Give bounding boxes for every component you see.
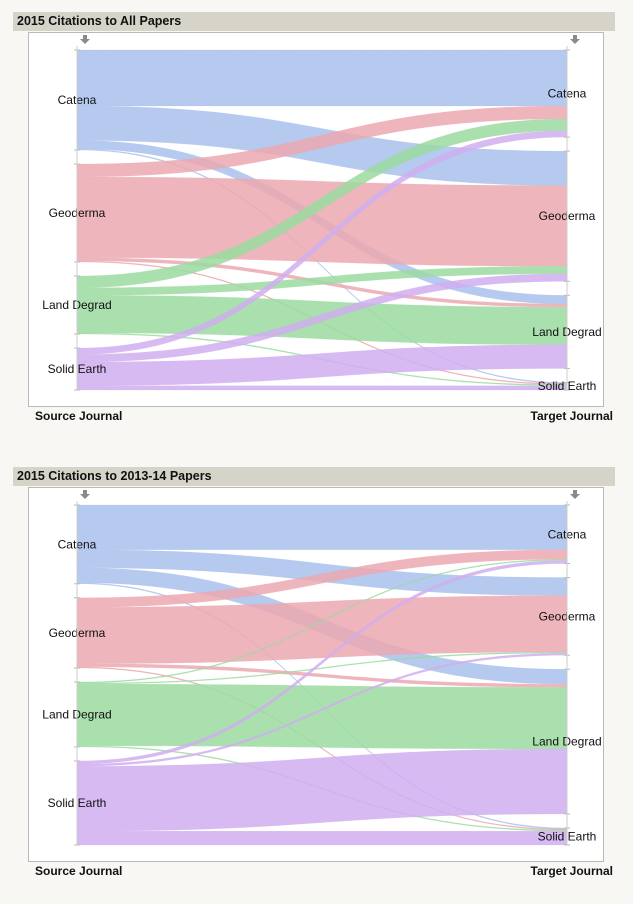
links-group: Catena → Catena: 42Catena → Geoderma: 17… bbox=[76, 504, 568, 846]
chart-panel-2013-14-papers: 2015 Citations to 2013-14 Papers Catena … bbox=[13, 467, 615, 904]
chart-area: Catena → Catena: 52Catena → Geoderma: 32… bbox=[13, 31, 615, 449]
links-group: Catena → Catena: 52Catena → Geoderma: 32… bbox=[76, 49, 568, 391]
link-solid-earth-to-solid-earth: Solid Earth → Solid Earth: 4 bbox=[76, 385, 568, 391]
down-arrow-icon[interactable] bbox=[570, 490, 580, 499]
sankey-chart: Catena → Catena: 52Catena → Geoderma: 32… bbox=[28, 32, 604, 407]
target-axis-label: Target Journal bbox=[530, 409, 613, 423]
link-catena-to-catena: Catena → Catena: 42 bbox=[76, 504, 568, 550]
down-arrow-icon[interactable] bbox=[570, 35, 580, 44]
source-axis-label: Source Journal bbox=[35, 409, 123, 423]
down-arrow-icon[interactable] bbox=[80, 35, 90, 44]
chart-title: 2015 Citations to 2013-14 Papers bbox=[13, 467, 615, 486]
link-solid-earth-to-solid-earth: Solid Earth → Solid Earth: 13 bbox=[76, 830, 568, 846]
chart-area: Catena → Catena: 42Catena → Geoderma: 17… bbox=[13, 486, 615, 904]
source-axis-label: Source Journal bbox=[35, 864, 123, 878]
sankey-chart: Catena → Catena: 42Catena → Geoderma: 17… bbox=[28, 487, 604, 862]
chart-title: 2015 Citations to All Papers bbox=[13, 12, 615, 31]
link-geoderma-to-geoderma: Geoderma → Geoderma: 75 bbox=[76, 176, 568, 267]
target-axis-label: Target Journal bbox=[530, 864, 613, 878]
chart-panel-all-papers: 2015 Citations to All Papers Catena → Ca… bbox=[13, 12, 615, 449]
link-land-degrad-to-land-degrad: Land Degrad → Land Degrad: 58 bbox=[76, 683, 568, 750]
down-arrow-icon[interactable] bbox=[80, 490, 90, 499]
link-catena-to-catena: Catena → Catena: 52 bbox=[76, 49, 568, 107]
